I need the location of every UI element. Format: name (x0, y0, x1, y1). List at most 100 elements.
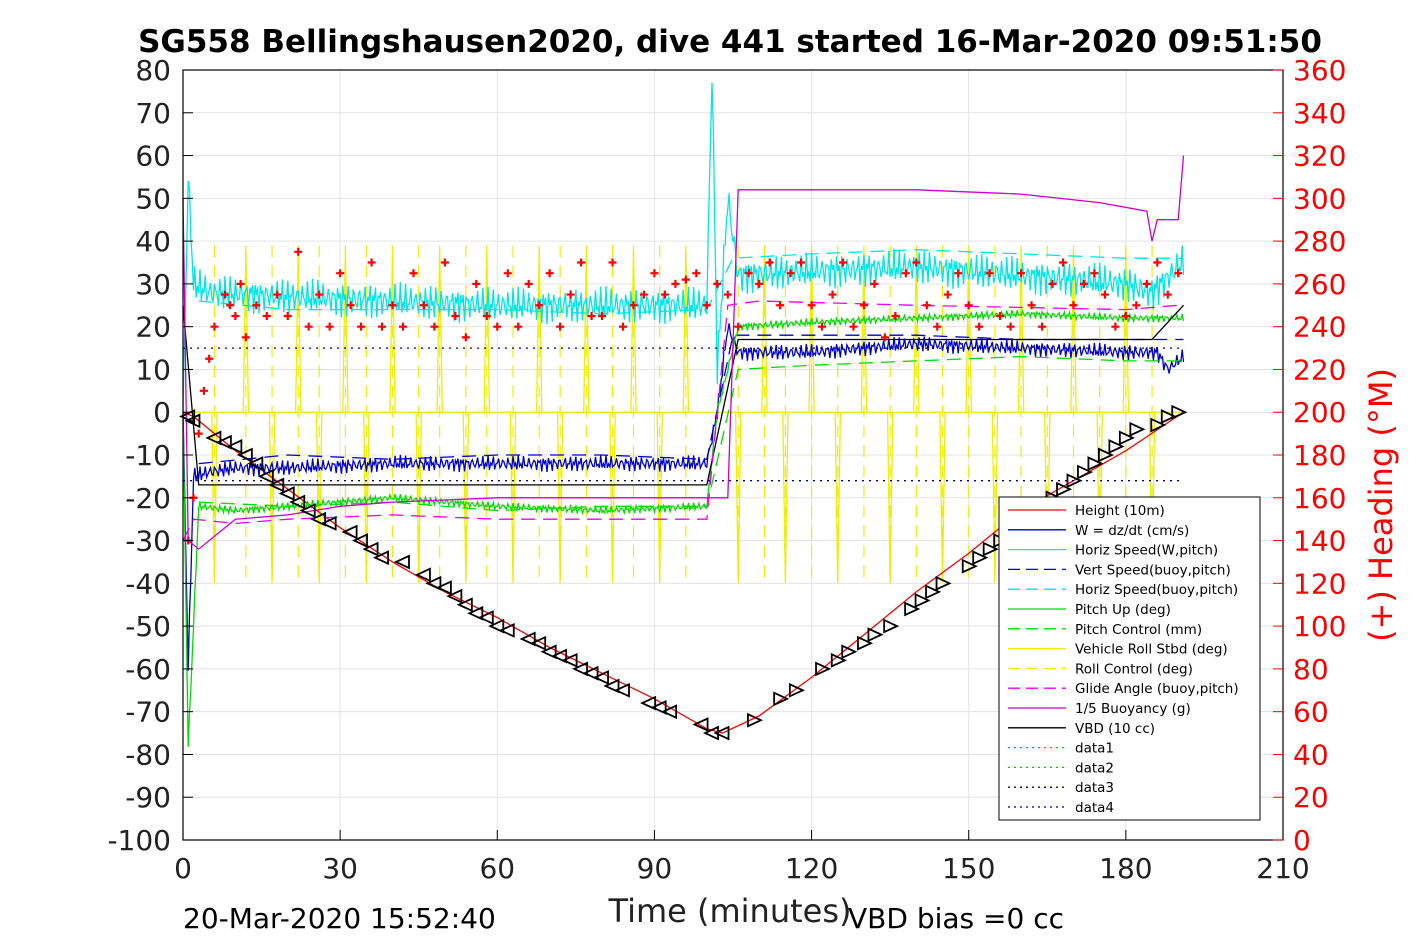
heading-marker (765, 258, 774, 267)
depth-marker (773, 691, 790, 707)
heading-marker (315, 290, 324, 299)
heading-marker (629, 301, 638, 310)
heading-marker (1142, 279, 1151, 288)
legend-box (998, 496, 1261, 821)
heading-marker (194, 429, 203, 438)
depth-marker (1066, 473, 1083, 489)
heading-marker (294, 247, 303, 256)
depth-marker (498, 622, 515, 638)
heading-marker (1048, 279, 1057, 288)
depth-marker (830, 652, 847, 668)
y2-axis-label: (+) Heading (°M) (1362, 368, 1400, 642)
depth-marker (857, 635, 874, 651)
heading-marker (399, 322, 407, 331)
depth-marker (268, 477, 285, 493)
depth-marker (904, 601, 921, 617)
depth-marker (788, 682, 806, 698)
y-tick-label: -80 (125, 738, 171, 771)
heading-marker (1121, 311, 1130, 320)
depth-marker (935, 575, 952, 591)
y2-tick-label: 180 (1293, 439, 1346, 472)
depth-marker (299, 503, 316, 519)
depth-marker (571, 661, 588, 677)
y-tick-label: 10 (135, 353, 171, 386)
heading-marker (996, 311, 1005, 320)
y-tick-label: 40 (135, 225, 171, 258)
depth-marker (1077, 464, 1094, 480)
heading-marker (1153, 258, 1162, 267)
legend-entry: Horiz Speed(buoy,pitch) (1075, 582, 1238, 598)
depth-marker (914, 593, 931, 608)
depth-marker (435, 580, 452, 596)
heading-marker (493, 322, 502, 331)
x-tick-label: 0 (174, 852, 192, 885)
depth-marker (867, 627, 884, 643)
heading-marker (786, 269, 795, 278)
depth-marker (1129, 421, 1146, 437)
heading-marker (346, 301, 355, 310)
series-buoyancy (182, 155, 1185, 550)
legend-entry: data4 (1075, 800, 1114, 816)
heading-marker (524, 279, 533, 288)
heading-marker (325, 322, 334, 331)
depth-marker (747, 712, 764, 728)
depth-marker (613, 682, 630, 698)
heading-marker (849, 322, 858, 331)
heading-marker (975, 322, 984, 331)
heading-marker (1100, 290, 1109, 299)
heading-marker (797, 258, 806, 267)
heading-marker (535, 301, 544, 310)
heading-marker (859, 301, 868, 310)
heading-marker (1017, 269, 1026, 278)
heading-marker (734, 322, 743, 331)
heading-marker (828, 290, 837, 299)
heading-marker (472, 279, 481, 288)
heading-marker (566, 290, 575, 299)
depth-marker (226, 439, 243, 454)
legend-entry: Vert Speed(buoy,pitch) (1075, 562, 1231, 578)
heading-marker (985, 269, 994, 278)
heading-marker (304, 322, 313, 331)
legend-entry: data3 (1075, 780, 1114, 796)
heading-marker (357, 322, 366, 331)
depth-marker (184, 413, 201, 429)
heading-marker (1132, 301, 1141, 310)
depth-marker (1087, 456, 1104, 471)
legend-entry: data1 (1075, 741, 1114, 757)
heading-marker (839, 258, 847, 267)
heading-marker (451, 311, 460, 320)
depth-marker (236, 447, 253, 463)
series-vbd (182, 304, 1184, 486)
heading-marker (430, 322, 439, 331)
heading-marker (1006, 322, 1015, 331)
series-vert-speed-buoy-pitch (198, 334, 1184, 465)
depth-marker (278, 486, 295, 501)
y2-tick-label: 40 (1293, 738, 1329, 771)
heading-marker (545, 269, 554, 278)
legend-entry: Vehicle Roll Stbd (deg) (1075, 642, 1228, 658)
heading-marker (744, 269, 753, 278)
roll-series (183, 245, 1184, 584)
depth-marker (1150, 417, 1167, 433)
heading-marker (378, 322, 387, 331)
depth-marker (550, 648, 568, 664)
heading-marker (818, 322, 827, 331)
heading-marker (1027, 301, 1036, 310)
depth-marker (650, 699, 667, 715)
legend-entry: Height (10m) (1075, 503, 1165, 519)
heading-marker (388, 301, 397, 310)
y-tick-label: 60 (135, 140, 171, 173)
depth-marker (1171, 404, 1188, 420)
legend-entry: Roll Control (deg) (1075, 661, 1193, 677)
depth-marker (215, 434, 232, 450)
heading-marker (1079, 279, 1088, 288)
legend-entry: 1/5 Buoyancy (g) (1075, 701, 1191, 717)
y2-tick-label: 120 (1293, 567, 1346, 600)
depth-marker (702, 725, 719, 741)
heading-marker (681, 275, 690, 284)
depth-marker (603, 678, 620, 694)
depth-marker (341, 524, 358, 540)
depth-marker (446, 588, 463, 604)
heading-marker (1090, 269, 1099, 278)
heading-marker (891, 311, 900, 320)
